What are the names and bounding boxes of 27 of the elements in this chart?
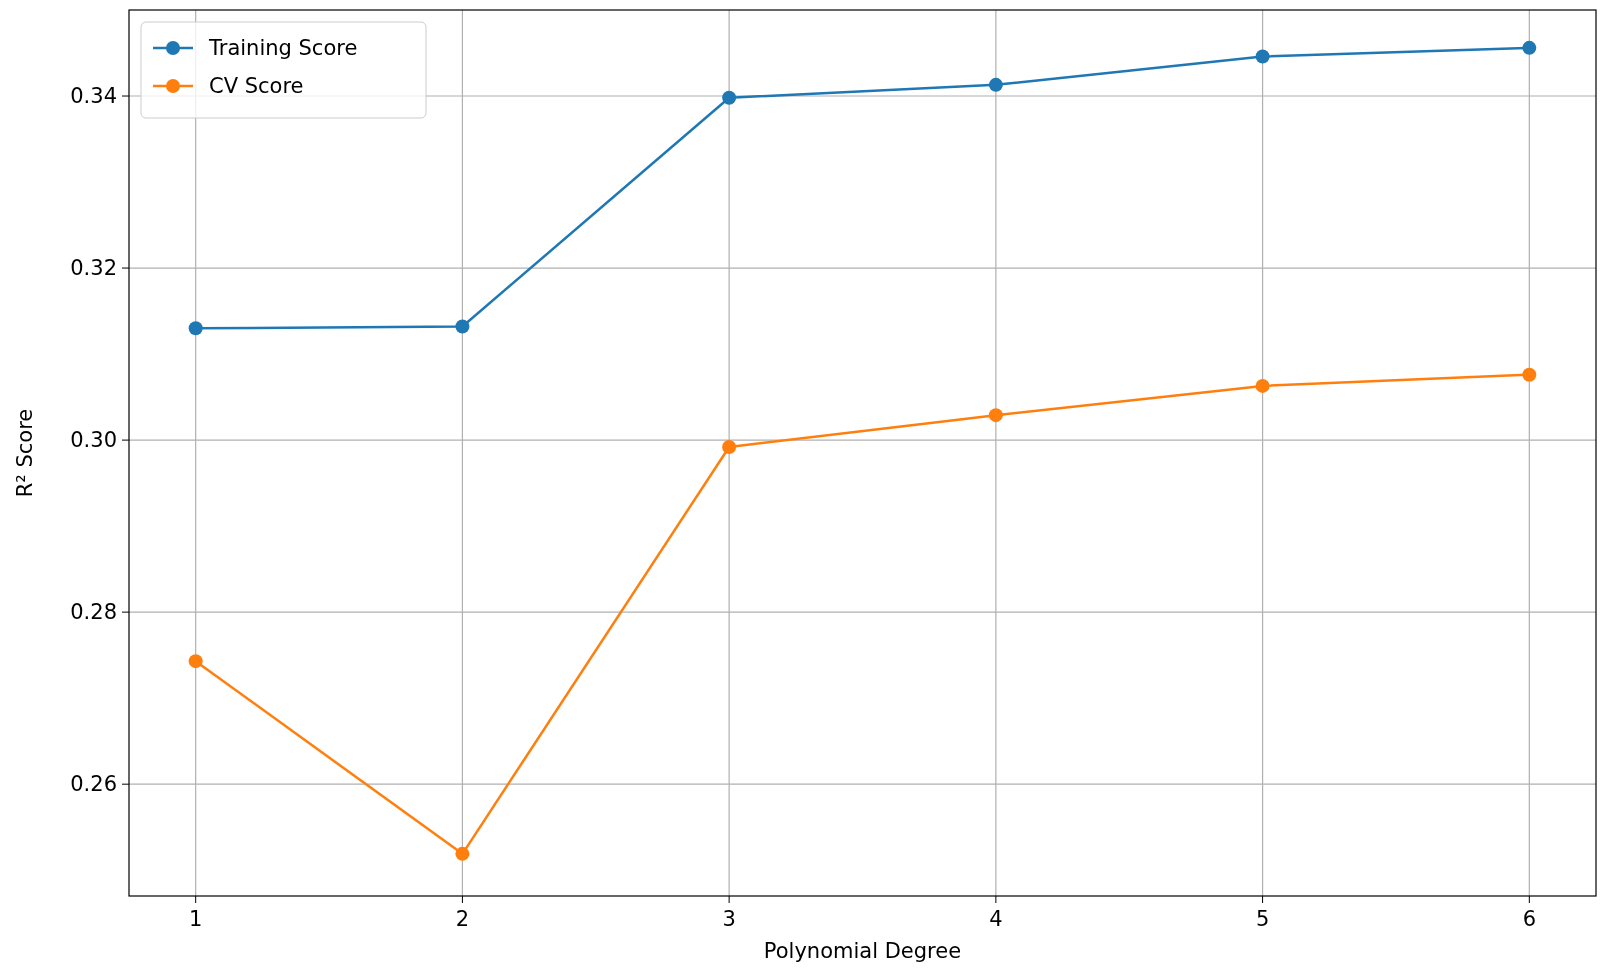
point xyxy=(1522,40,1537,55)
point xyxy=(455,846,470,861)
point xyxy=(1255,378,1270,393)
y-tick-label: 0.30 xyxy=(70,428,117,453)
y-tick-label: 0.32 xyxy=(70,256,117,281)
point xyxy=(722,439,737,454)
legend-label: CV Score xyxy=(209,74,304,98)
x-tick-label: 4 xyxy=(989,907,1003,931)
x-tick-label: 3 xyxy=(722,907,736,931)
point xyxy=(1255,49,1270,64)
legend-label: Training Score xyxy=(208,36,358,60)
point xyxy=(722,90,737,105)
point xyxy=(455,319,470,334)
point xyxy=(988,408,1003,423)
x-tick-label: 1 xyxy=(188,907,203,931)
y-tick-label: 0.26 xyxy=(70,772,117,797)
x-tick-label: 6 xyxy=(1522,907,1537,931)
y-tick-label: 0.28 xyxy=(70,600,117,625)
y-tick-label: 0.34 xyxy=(70,84,117,109)
y-axis-title: R² Score xyxy=(13,408,37,498)
point xyxy=(188,321,203,336)
x-tick-label: 5 xyxy=(1255,907,1270,931)
point xyxy=(188,654,203,669)
x-axis-title: Polynomial Degree xyxy=(763,939,962,963)
point xyxy=(1522,367,1537,382)
x-tick-label: 2 xyxy=(455,907,470,931)
point xyxy=(988,77,1003,92)
